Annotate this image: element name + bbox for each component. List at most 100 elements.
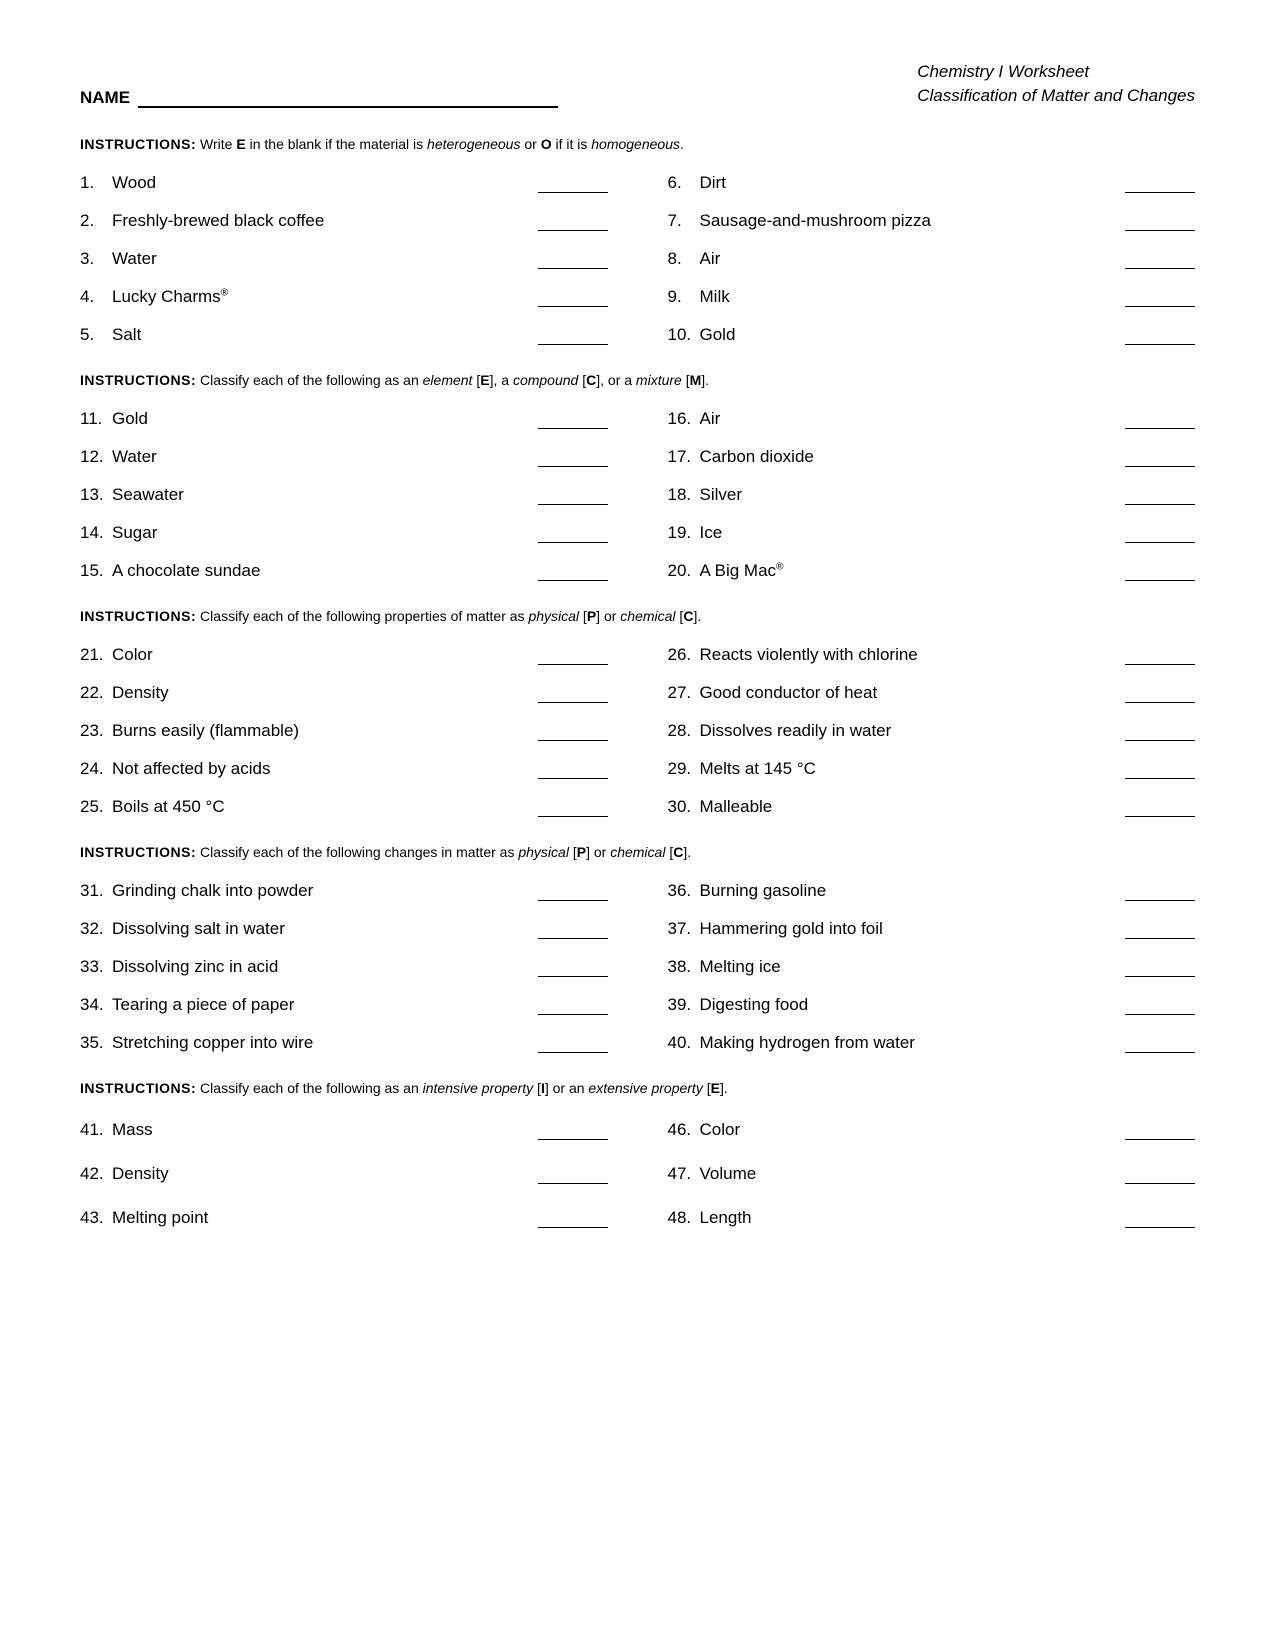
answer-blank[interactable] xyxy=(1125,922,1195,939)
question-label: Tearing a piece of paper xyxy=(112,995,294,1014)
question-row: 24.Not affected by acids xyxy=(80,750,608,788)
question-label: Grinding chalk into powder xyxy=(112,881,313,900)
name-input-line[interactable] xyxy=(138,91,558,108)
answer-blank[interactable] xyxy=(538,998,608,1015)
question-text: 38.Melting ice xyxy=(668,957,1126,977)
question-label: Mass xyxy=(112,1120,153,1139)
answer-blank[interactable] xyxy=(1125,800,1195,817)
answer-blank[interactable] xyxy=(1125,564,1195,581)
answer-blank[interactable] xyxy=(538,488,608,505)
answer-blank[interactable] xyxy=(538,328,608,345)
answer-blank[interactable] xyxy=(1125,960,1195,977)
question-row: 21.Color xyxy=(80,636,608,674)
question-number: 25. xyxy=(80,797,112,817)
answer-blank[interactable] xyxy=(1125,412,1195,429)
question-number: 22. xyxy=(80,683,112,703)
answer-blank[interactable] xyxy=(1125,526,1195,543)
instructions: INSTRUCTIONS: Classify each of the follo… xyxy=(80,608,1195,624)
answer-blank[interactable] xyxy=(538,800,608,817)
answer-blank[interactable] xyxy=(538,564,608,581)
question-text: 12.Water xyxy=(80,447,538,467)
answer-blank[interactable] xyxy=(1125,762,1195,779)
question-row: 19.Ice xyxy=(668,514,1196,552)
question-text: 20.A Big Mac® xyxy=(668,561,1126,581)
answer-blank[interactable] xyxy=(1125,328,1195,345)
question-label: Ice xyxy=(700,523,723,542)
answer-blank[interactable] xyxy=(1125,450,1195,467)
title-line-1: Chemistry I Worksheet xyxy=(917,60,1195,84)
answer-blank[interactable] xyxy=(1125,214,1195,231)
answer-blank[interactable] xyxy=(1125,884,1195,901)
question-label: Burning gasoline xyxy=(700,881,827,900)
instructions: INSTRUCTIONS: Write E in the blank if th… xyxy=(80,136,1195,152)
question-number: 43. xyxy=(80,1208,112,1228)
question-text: 24.Not affected by acids xyxy=(80,759,538,779)
answer-blank[interactable] xyxy=(1125,290,1195,307)
answer-blank[interactable] xyxy=(538,412,608,429)
question-number: 46. xyxy=(668,1120,700,1140)
answer-blank[interactable] xyxy=(1125,724,1195,741)
answer-blank[interactable] xyxy=(538,686,608,703)
answer-blank[interactable] xyxy=(538,450,608,467)
question-section: 31.Grinding chalk into powder32.Dissolvi… xyxy=(80,872,1195,1062)
answer-blank[interactable] xyxy=(538,922,608,939)
question-text: 16.Air xyxy=(668,409,1126,429)
question-label: Malleable xyxy=(700,797,773,816)
answer-blank[interactable] xyxy=(538,526,608,543)
answer-blank[interactable] xyxy=(538,1036,608,1053)
question-text: 48.Length xyxy=(668,1208,1126,1228)
answer-blank[interactable] xyxy=(538,724,608,741)
question-number: 9. xyxy=(668,287,700,307)
question-label: Air xyxy=(700,249,721,268)
question-number: 14. xyxy=(80,523,112,543)
question-row: 13.Seawater xyxy=(80,476,608,514)
question-label: Good conductor of heat xyxy=(700,683,878,702)
answer-blank[interactable] xyxy=(538,884,608,901)
question-column: 41.Mass42.Density43.Melting point xyxy=(80,1108,608,1240)
question-number: 29. xyxy=(668,759,700,779)
answer-blank[interactable] xyxy=(538,1123,608,1140)
question-number: 10. xyxy=(668,325,700,345)
question-text: 29.Melts at 145 °C xyxy=(668,759,1126,779)
answer-blank[interactable] xyxy=(1125,1167,1195,1184)
question-label: Milk xyxy=(700,287,730,306)
question-row: 33.Dissolving zinc in acid xyxy=(80,948,608,986)
answer-blank[interactable] xyxy=(538,252,608,269)
answer-blank[interactable] xyxy=(538,648,608,665)
answer-blank[interactable] xyxy=(1125,176,1195,193)
answer-blank[interactable] xyxy=(1125,1211,1195,1228)
question-row: 41.Mass xyxy=(80,1108,608,1152)
question-label: A chocolate sundae xyxy=(112,561,260,580)
answer-blank[interactable] xyxy=(538,1167,608,1184)
question-row: 29.Melts at 145 °C xyxy=(668,750,1196,788)
answer-blank[interactable] xyxy=(1125,488,1195,505)
answer-blank[interactable] xyxy=(538,176,608,193)
answer-blank[interactable] xyxy=(1125,1123,1195,1140)
answer-blank[interactable] xyxy=(538,214,608,231)
question-number: 28. xyxy=(668,721,700,741)
question-text: 19.Ice xyxy=(668,523,1126,543)
answer-blank[interactable] xyxy=(1125,998,1195,1015)
question-text: 7.Sausage-and-mushroom pizza xyxy=(668,211,1126,231)
answer-blank[interactable] xyxy=(1125,252,1195,269)
question-column: 36.Burning gasoline37.Hammering gold int… xyxy=(668,872,1196,1062)
question-row: 18.Silver xyxy=(668,476,1196,514)
answer-blank[interactable] xyxy=(538,1211,608,1228)
instructions: INSTRUCTIONS: Classify each of the follo… xyxy=(80,844,1195,860)
question-number: 1. xyxy=(80,173,112,193)
answer-blank[interactable] xyxy=(538,960,608,977)
answer-blank[interactable] xyxy=(538,290,608,307)
question-number: 23. xyxy=(80,721,112,741)
instructions: INSTRUCTIONS: Classify each of the follo… xyxy=(80,1080,1195,1096)
question-row: 31.Grinding chalk into powder xyxy=(80,872,608,910)
name-block: NAME xyxy=(80,88,558,108)
answer-blank[interactable] xyxy=(1125,686,1195,703)
answer-blank[interactable] xyxy=(538,762,608,779)
question-label: Color xyxy=(112,645,153,664)
question-label: Water xyxy=(112,249,157,268)
question-column: 6.Dirt7.Sausage-and-mushroom pizza8.Air9… xyxy=(668,164,1196,354)
answer-blank[interactable] xyxy=(1125,648,1195,665)
question-text: 23.Burns easily (flammable) xyxy=(80,721,538,741)
answer-blank[interactable] xyxy=(1125,1036,1195,1053)
question-label: Length xyxy=(700,1208,752,1227)
